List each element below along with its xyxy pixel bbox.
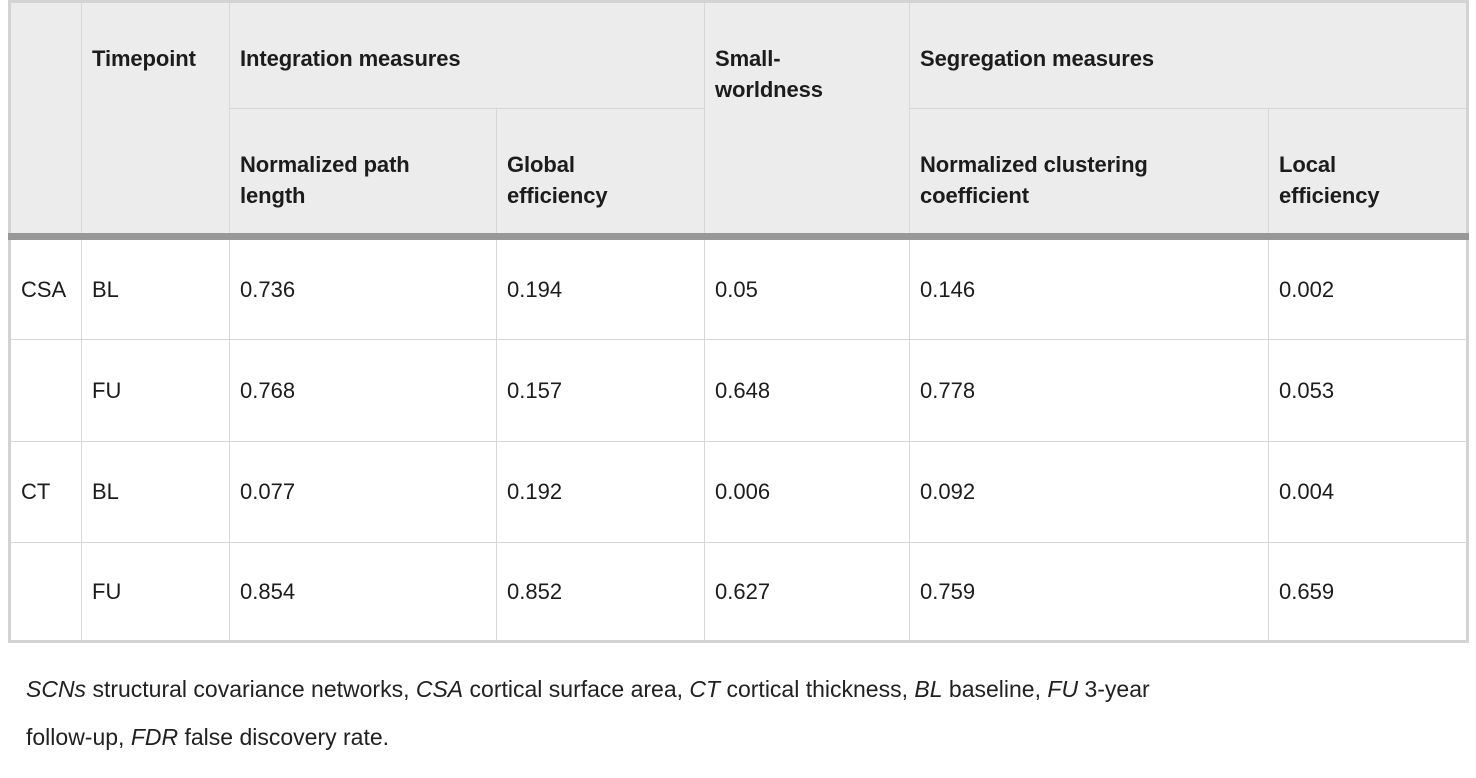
column-header-local-efficiency: Local efficiency xyxy=(1268,108,1469,240)
column-group-segregation-measures: Segregation measures xyxy=(909,1,1469,109)
corner-header-cell xyxy=(9,1,82,240)
footnote-text: false discovery rate. xyxy=(178,724,390,750)
column-header-label: Small-worldness xyxy=(715,46,823,102)
footnote-abbreviation: CSA xyxy=(415,676,464,702)
footnote-abbreviation: FDR xyxy=(130,724,179,750)
value-cell: 0.05 xyxy=(704,236,911,340)
value-cell: 0.146 xyxy=(909,236,1270,340)
column-header-label: Normalized clustering coefficient xyxy=(920,152,1148,208)
timepoint-cell: FU xyxy=(81,542,230,642)
footnote-text: structural covariance networks, xyxy=(86,676,416,702)
value-cell: 0.768 xyxy=(229,339,497,442)
table-row: FU 0.854 0.852 0.627 0.759 0.659 xyxy=(9,542,1469,642)
row-label-cell xyxy=(9,542,82,642)
value-cell: 0.006 xyxy=(704,441,911,543)
table-row: CT BL 0.077 0.192 0.006 0.092 0.004 xyxy=(9,441,1469,543)
footnote-abbreviation: CT xyxy=(689,676,721,702)
results-table: Timepoint Integration measures Small-wor… xyxy=(8,0,1470,643)
column-header-normalized-path-length: Normalized path length xyxy=(229,108,497,240)
footnote-text: baseline, xyxy=(942,676,1048,702)
value-cell: 0.053 xyxy=(1268,339,1469,442)
column-header-label: Local efficiency xyxy=(1279,152,1380,208)
column-header-timepoint: Timepoint xyxy=(81,1,230,240)
timepoint-cell: FU xyxy=(81,339,230,442)
value-cell: 0.759 xyxy=(909,542,1270,642)
value-cell: 0.004 xyxy=(1268,441,1469,543)
value-cell: 0.648 xyxy=(704,339,911,442)
row-label-cell: CSA xyxy=(9,236,82,340)
value-cell: 0.192 xyxy=(495,441,706,543)
footnote-text: 3-year xyxy=(1078,676,1150,702)
value-cell: 0.092 xyxy=(909,441,1270,543)
table-footnote: SCNs structural covariance networks, CSA… xyxy=(26,665,1472,761)
column-header-label: Normalized path length xyxy=(240,152,410,208)
value-cell: 0.194 xyxy=(495,236,706,340)
row-label-cell xyxy=(9,339,82,442)
value-cell: 0.659 xyxy=(1268,542,1469,642)
value-cell: 0.077 xyxy=(229,441,497,543)
row-label-cell: CT xyxy=(9,441,82,543)
timepoint-cell: BL xyxy=(81,441,230,543)
column-header-global-efficiency: Global efficiency xyxy=(495,108,706,240)
column-header-small-worldness: Small-worldness xyxy=(704,1,911,240)
value-cell: 0.002 xyxy=(1268,236,1469,340)
column-group-integration-measures: Integration measures xyxy=(228,1,706,109)
value-cell: 0.778 xyxy=(909,339,1270,442)
results-table-container: Timepoint Integration measures Small-wor… xyxy=(8,0,1472,761)
column-header-label: Global efficiency xyxy=(507,152,608,208)
footnote-abbreviation: SCNs xyxy=(26,676,87,702)
footnote-abbreviation: BL xyxy=(914,676,943,702)
footnote-text: follow-up, xyxy=(26,724,131,750)
table-body: CSA BL 0.736 0.194 0.05 0.146 0.002 FU 0… xyxy=(9,236,1469,642)
value-cell: 0.736 xyxy=(229,236,497,340)
value-cell: 0.157 xyxy=(495,339,706,442)
value-cell: 0.852 xyxy=(495,542,706,642)
table-row: CSA BL 0.736 0.194 0.05 0.146 0.002 xyxy=(9,236,1469,340)
header-row-measures: Normalized path length Global efficiency… xyxy=(10,108,1469,240)
table-row: FU 0.768 0.157 0.648 0.778 0.053 xyxy=(9,339,1469,442)
footnote-text: cortical thickness, xyxy=(720,676,915,702)
header-row-groups: Timepoint Integration measures Small-wor… xyxy=(9,1,1469,240)
footnote-text: cortical surface area, xyxy=(463,676,690,702)
table-header: Timepoint Integration measures Small-wor… xyxy=(9,1,1469,240)
footnote-abbreviation: FU xyxy=(1047,676,1079,702)
value-cell: 0.854 xyxy=(229,542,497,642)
column-group-label: Integration measures xyxy=(240,46,461,71)
column-header-normalized-clustering-coefficient: Normalized clustering coefficient xyxy=(909,108,1270,240)
timepoint-cell: BL xyxy=(81,236,230,340)
value-cell: 0.627 xyxy=(704,542,911,642)
column-header-label: Timepoint xyxy=(92,46,196,71)
column-group-label: Segregation measures xyxy=(920,46,1155,71)
